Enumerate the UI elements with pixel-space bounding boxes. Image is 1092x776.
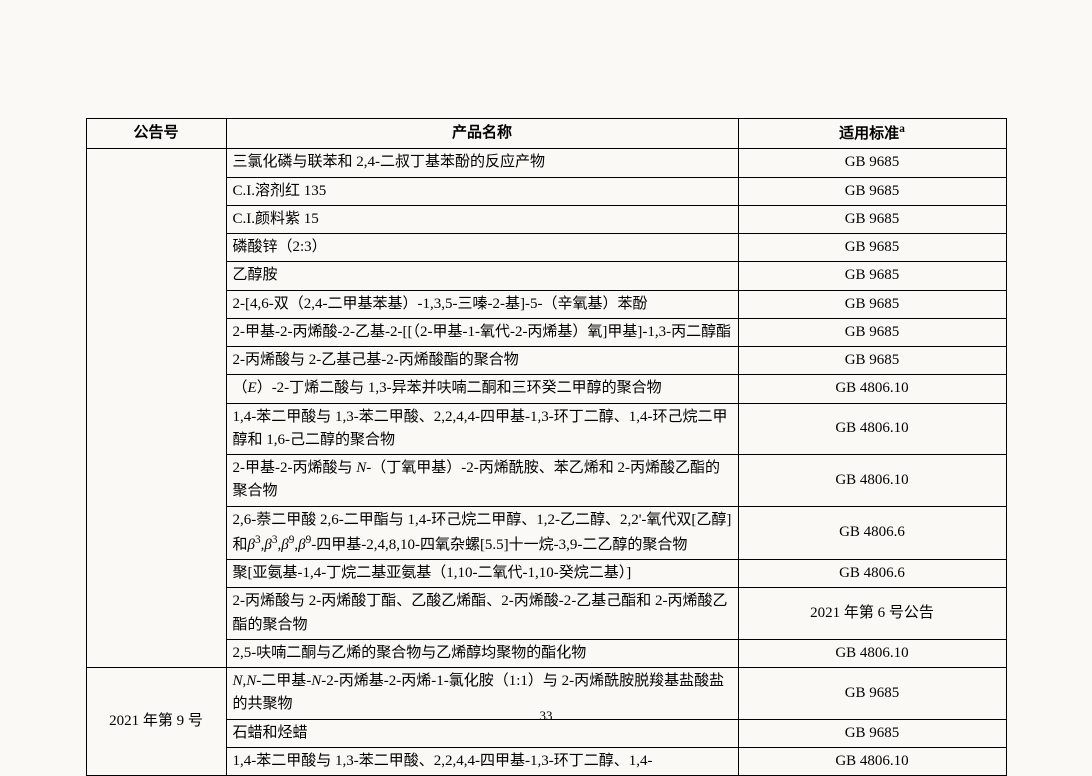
product-cell: 聚[亚氨基-1,4-丁烷二基亚氨基（1,10-二氧代-1,10-癸烷二基）] xyxy=(226,560,738,588)
standard-cell: GB 4806.10 xyxy=(738,639,1006,667)
product-cell: 1,4-苯二甲酸与 1,3-苯二甲酸、2,2,4,4-四甲基-1,3-环丁二醇、… xyxy=(226,747,738,775)
product-cell: （E）-2-丁烯二酸与 1,3-异苯并呋喃二酮和三环癸二甲醇的聚合物 xyxy=(226,375,738,403)
standard-cell: GB 4806.10 xyxy=(738,747,1006,775)
standard-cell: GB 9685 xyxy=(738,234,1006,262)
page-container: 公告号 产品名称 适用标准a 三氯化磷与联苯和 2,4-二叔丁基苯酚的反应产物 … xyxy=(0,0,1092,772)
product-cell: 2-丙烯酸与 2-丙烯酸丁酯、乙酸乙烯酯、2-丙烯酸-2-乙基己酯和 2-丙烯酸… xyxy=(226,588,738,640)
standard-cell: GB 9685 xyxy=(738,347,1006,375)
standard-cell: GB 9685 xyxy=(738,262,1006,290)
product-cell: 2-甲基-2-丙烯酸与 N-（丁氧甲基）-2-丙烯酰胺、苯乙烯和 2-丙烯酸乙酯… xyxy=(226,455,738,507)
col-product-header: 产品名称 xyxy=(226,119,738,149)
standard-cell: GB 9685 xyxy=(738,205,1006,233)
product-cell: 2,5-呋喃二酮与乙烯的聚合物与乙烯醇均聚物的酯化物 xyxy=(226,639,738,667)
standard-cell: GB 9685 xyxy=(738,149,1006,177)
standard-cell: GB 9685 xyxy=(738,318,1006,346)
product-cell: 磷酸锌（2:3） xyxy=(226,234,738,262)
product-cell: 2-[4,6-双（2,4-二甲基苯基）-1,3,5-三嗪-2-基]-5-（辛氧基… xyxy=(226,290,738,318)
product-cell: 2,6-萘二甲酸 2,6-二甲酯与 1,4-环己烷二甲醇、1,2-乙二醇、2,2… xyxy=(226,506,738,560)
col-announce-header: 公告号 xyxy=(86,119,226,149)
table-row: 三氯化磷与联苯和 2,4-二叔丁基苯酚的反应产物 GB 9685 xyxy=(86,149,1006,177)
standard-cell: GB 4806.10 xyxy=(738,403,1006,455)
standard-cell: GB 4806.10 xyxy=(738,375,1006,403)
product-cell: C.I.颜料紫 15 xyxy=(226,205,738,233)
standards-table: 公告号 产品名称 适用标准a 三氯化磷与联苯和 2,4-二叔丁基苯酚的反应产物 … xyxy=(86,118,1007,776)
announce-cell-blank xyxy=(86,149,226,668)
product-cell: 1,4-苯二甲酸与 1,3-苯二甲酸、2,2,4,4-四甲基-1,3-环丁二醇、… xyxy=(226,403,738,455)
product-cell: 三氯化磷与联苯和 2,4-二叔丁基苯酚的反应产物 xyxy=(226,149,738,177)
col-standard-label: 适用标准 xyxy=(839,126,899,142)
product-cell: 2-丙烯酸与 2-乙基己基-2-丙烯酸酯的聚合物 xyxy=(226,347,738,375)
table-header-row: 公告号 产品名称 适用标准a xyxy=(86,119,1006,149)
standard-cell: GB 9685 xyxy=(738,177,1006,205)
col-standard-note: a xyxy=(899,123,905,135)
standard-cell: GB 4806.6 xyxy=(738,560,1006,588)
page-number: 33 xyxy=(0,708,1092,724)
standard-cell: GB 9685 xyxy=(738,290,1006,318)
standard-cell: GB 4806.10 xyxy=(738,455,1006,507)
product-cell: C.I.溶剂红 135 xyxy=(226,177,738,205)
product-cell: 2-甲基-2-丙烯酸-2-乙基-2-[[（2-甲基-1-氧代-2-丙烯基）氧]甲… xyxy=(226,318,738,346)
standard-cell: 2021 年第 6 号公告 xyxy=(738,588,1006,640)
product-cell: 乙醇胺 xyxy=(226,262,738,290)
standard-cell: GB 4806.6 xyxy=(738,506,1006,560)
col-standard-header: 适用标准a xyxy=(738,119,1006,149)
